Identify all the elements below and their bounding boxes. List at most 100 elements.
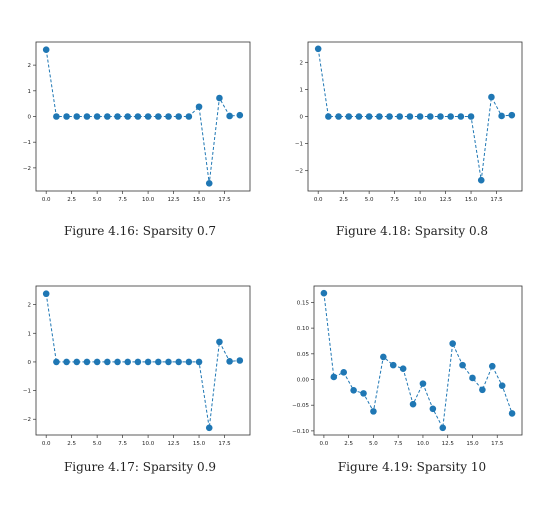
- x-tick-label: 12.5: [442, 441, 455, 447]
- data-point: [205, 424, 213, 432]
- x-tick-label: 12.5: [167, 441, 180, 447]
- data-point: [469, 374, 476, 382]
- data-point: [365, 113, 373, 120]
- data-point: [345, 113, 353, 120]
- data-point: [376, 113, 383, 120]
- data-point: [165, 113, 172, 120]
- data-point: [154, 113, 162, 120]
- chart-svg: 0.0 2.5 5.0 7.5 10.0 12.5 15.0 17.5 −0.10 −0.05 0.…: [292, 285, 523, 447]
- x-tick-label: 2.5: [344, 441, 353, 447]
- data-point: [447, 113, 454, 120]
- data-point: [195, 358, 203, 366]
- y-tick-label: −1: [295, 142, 303, 148]
- y-tick-label: −0.10: [292, 429, 309, 435]
- chart-svg: 0.0 2.5 5.0 7.5 10.0 12.5 15.0 17.5 −2 −1 0 1 2: [23, 41, 251, 203]
- chart-panel-sparsity-07: 0.0 2.5 5.0 7.5 10.0 12.5 15.0 17.5 −2 −1 0 1 2: [14, 34, 254, 209]
- data-point: [314, 45, 322, 53]
- y-tick-label: 2: [300, 60, 304, 66]
- data-point: [144, 113, 152, 120]
- chart-panel-sparsity-09: 0.0 2.5 5.0 7.5 10.0 12.5 15.0 17.5 −2 −1 0 1 2: [14, 278, 254, 453]
- x-tick-label: 2.5: [67, 441, 76, 447]
- data-point: [419, 380, 427, 387]
- data-point: [185, 358, 193, 366]
- data-point: [477, 176, 485, 184]
- chart-panel-sparsity-10: 0.0 2.5 5.0 7.5 10.0 12.5 15.0 17.5 −0.10 −0.05 0.…: [280, 278, 526, 453]
- data-point: [350, 387, 357, 394]
- x-tick-label: 0.0: [314, 197, 323, 203]
- y-tick-label: 0.05: [297, 352, 310, 358]
- y-tick-label: 1: [28, 331, 32, 337]
- data-point: [104, 358, 111, 366]
- x-tick-label: 5.0: [93, 441, 102, 447]
- x-tick-label: 17.5: [218, 197, 231, 203]
- data-point: [104, 113, 111, 120]
- data-point: [53, 358, 60, 366]
- figure-caption: Figure 4.18: Sparsity 0.8: [335, 224, 489, 238]
- data-point: [93, 358, 101, 366]
- y-tick-label: 2: [28, 63, 32, 69]
- data-point: [236, 357, 244, 364]
- data-point: [406, 113, 414, 120]
- data-point: [236, 111, 244, 119]
- x-tick-label: 2.5: [67, 197, 76, 203]
- x-tick-label: 10.0: [142, 441, 155, 447]
- data-point: [449, 340, 456, 347]
- x-tick-label: 15.0: [193, 441, 206, 447]
- data-point: [508, 410, 516, 417]
- x-tick-label: 12.5: [439, 197, 452, 203]
- chart-svg: 0.0 2.5 5.0 7.5 10.0 12.5 15.0 17.5 −2 −1 0 1 2: [295, 41, 523, 203]
- x-tick-label: 7.5: [390, 197, 399, 203]
- data-point: [330, 373, 338, 381]
- data-point: [216, 338, 223, 346]
- data-point: [114, 113, 121, 120]
- data-point: [459, 361, 466, 369]
- data-point: [216, 94, 223, 102]
- x-tick-label: 0.0: [42, 441, 51, 447]
- data-point: [488, 93, 495, 101]
- axes-frame: [313, 285, 523, 436]
- x-tick-label: 7.5: [118, 197, 127, 203]
- y-tick-label: 0.10: [297, 326, 310, 332]
- figure-caption: Figure 4.16: Sparsity 0.7: [63, 224, 217, 238]
- data-point: [409, 400, 417, 408]
- data-point: [360, 390, 367, 397]
- y-tick-label: 2: [28, 303, 32, 309]
- data-point: [340, 369, 348, 376]
- data-point: [185, 113, 193, 120]
- y-tick-label: 1: [28, 89, 32, 95]
- data-point: [508, 111, 516, 119]
- data-point: [154, 358, 162, 366]
- x-tick-label: 5.0: [93, 197, 102, 203]
- data-point: [42, 290, 50, 298]
- x-tick-label: 5.0: [369, 441, 378, 447]
- data-point: [93, 113, 101, 120]
- data-point: [437, 113, 444, 120]
- data-point: [380, 353, 387, 361]
- y-tick-label: 0: [28, 115, 32, 121]
- x-tick-label: 2.5: [339, 197, 348, 203]
- data-point: [479, 386, 486, 394]
- data-point: [195, 103, 203, 111]
- x-tick-label: 7.5: [118, 441, 127, 447]
- axes-frame: [35, 285, 251, 436]
- chart-svg: 0.0 2.5 5.0 7.5 10.0 12.5 15.0 17.5 −2 −1 0 1 2: [23, 285, 251, 447]
- data-point: [457, 113, 465, 120]
- data-point: [426, 113, 434, 120]
- x-tick-label: 7.5: [394, 441, 403, 447]
- data-point: [165, 358, 172, 366]
- x-tick-label: 10.0: [417, 441, 430, 447]
- data-point: [386, 113, 393, 120]
- chart-panel-sparsity-08: 0.0 2.5 5.0 7.5 10.0 12.5 15.0 17.5 −2 −1 0 1 2: [286, 34, 526, 209]
- data-point: [355, 113, 363, 120]
- x-tick-label: 5.0: [365, 197, 374, 203]
- x-tick-label: 17.5: [218, 441, 231, 447]
- data-point: [83, 113, 91, 120]
- data-point: [175, 113, 182, 120]
- y-tick-label: 0: [300, 115, 304, 121]
- x-tick-label: 15.0: [466, 441, 479, 447]
- data-point: [389, 361, 397, 369]
- data-point: [429, 405, 437, 413]
- x-tick-label: 17.5: [490, 197, 503, 203]
- data-point: [175, 358, 182, 366]
- data-point: [370, 408, 377, 415]
